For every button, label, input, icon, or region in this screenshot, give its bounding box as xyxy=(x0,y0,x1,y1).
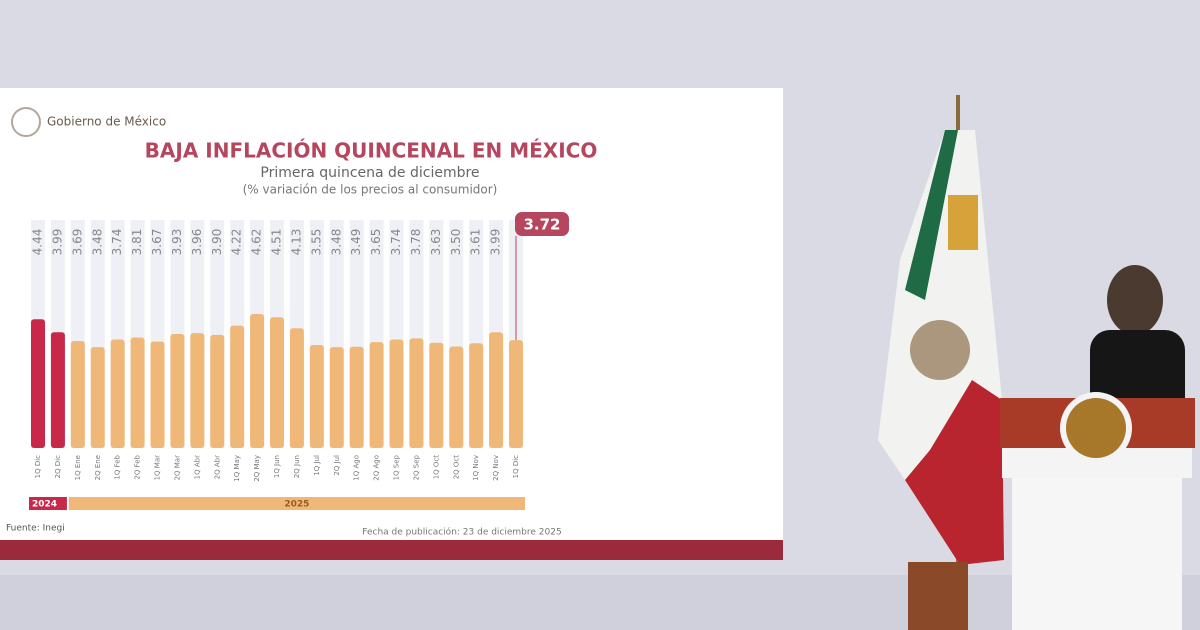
value-label: 3.72 xyxy=(523,216,560,234)
legend-band xyxy=(29,497,67,510)
wall-lower xyxy=(0,575,1200,630)
bar xyxy=(389,339,404,448)
x-tick-label: 1Q Jul xyxy=(313,455,321,476)
value-label: 3.74 xyxy=(389,229,403,256)
bar xyxy=(309,345,324,448)
bar xyxy=(250,314,265,448)
bar xyxy=(50,332,65,448)
plot: 1Q Dic 2Q Dic 1Q Ene 2Q Ene 1Q Feb 2Q Feb 1Q M… xyxy=(29,212,569,510)
bar xyxy=(509,340,523,448)
value-label: 4.22 xyxy=(230,229,244,256)
value-label: 3.63 xyxy=(429,229,443,256)
x-tick-label: 1Q May xyxy=(233,455,241,482)
flag-base xyxy=(908,562,968,630)
chart-subtitle: Primera quincena de diciembre xyxy=(260,165,479,181)
x-tick-label: 1Q Abr xyxy=(193,455,201,479)
flag-green xyxy=(905,130,958,300)
value-label: 4.13 xyxy=(289,229,303,256)
value-label: 3.48 xyxy=(90,229,104,256)
screen-footer-bar xyxy=(0,540,783,560)
value-label: 3.90 xyxy=(210,229,224,256)
value-label: 4.51 xyxy=(270,229,284,256)
bar xyxy=(130,337,145,448)
x-tick-label: 1Q Feb xyxy=(114,454,122,479)
bar xyxy=(270,317,284,448)
x-tick-label: 2Q Mar xyxy=(173,455,181,481)
x-tick-label: 2Q Ene xyxy=(94,455,102,480)
y-label: (% variación de los precios al consumido… xyxy=(243,183,498,197)
x-tick-label: 1Q Ene xyxy=(74,455,82,480)
value-label: 3.65 xyxy=(369,229,383,256)
x-tick-label: 2Q Jul xyxy=(333,455,341,476)
value-label: 3.78 xyxy=(409,229,423,256)
chart-title: BAJA INFLACIÓN QUINCENAL EN MÉXICO xyxy=(145,139,598,163)
x-tick-label: 2Q Oct xyxy=(452,455,460,480)
value-label: 3.69 xyxy=(70,229,84,256)
value-label: 4.62 xyxy=(250,229,264,256)
bar xyxy=(349,346,364,448)
date-note: Fecha de publicación: 23 de diciembre 20… xyxy=(362,527,561,538)
value-label: 3.61 xyxy=(469,229,483,256)
bar xyxy=(409,338,424,448)
x-tick-label: 2Q Ago xyxy=(373,455,381,481)
bar xyxy=(329,347,344,448)
bar xyxy=(429,342,444,448)
x-tick-label: 2Q Dic xyxy=(54,455,62,479)
bar xyxy=(449,346,464,448)
value-label: 3.55 xyxy=(309,229,323,256)
bar xyxy=(210,334,225,448)
bar xyxy=(150,341,165,448)
bar xyxy=(70,340,85,448)
value-label: 3.93 xyxy=(170,229,184,256)
legend-band xyxy=(68,497,525,510)
x-tick-label: 2Q May xyxy=(253,455,261,482)
value-label: 3.74 xyxy=(110,229,124,256)
bar xyxy=(230,325,245,448)
x-tick-label: 1Q Ago xyxy=(353,455,361,481)
x-tick-label: 1Q Dic xyxy=(512,455,520,479)
x-tick-label: 1Q Jun xyxy=(273,455,281,478)
podium-seal xyxy=(1066,398,1126,458)
value-label: 3.99 xyxy=(489,229,503,256)
x-tick-label: 1Q Dic xyxy=(34,455,42,479)
flag-tassel xyxy=(948,195,978,250)
legend-label: 2025 xyxy=(284,500,309,510)
x-tick-label: 1Q Mar xyxy=(154,455,162,481)
bar xyxy=(90,347,105,448)
x-tick-label: 2Q Nov xyxy=(492,455,500,481)
bar xyxy=(489,332,504,448)
flag-emblem xyxy=(910,320,970,380)
value-label: 4.44 xyxy=(31,229,45,256)
legend-label: 2024 xyxy=(32,500,57,510)
x-tick-label: 1Q Nov xyxy=(472,455,480,481)
bar xyxy=(469,343,484,448)
bar xyxy=(369,342,384,448)
source: Fuente: Inegi xyxy=(6,524,65,534)
x-tick-label: 1Q Sep xyxy=(393,454,401,480)
bar xyxy=(289,328,304,448)
value-label: 3.99 xyxy=(50,229,64,256)
bar xyxy=(31,319,45,448)
podium xyxy=(1012,478,1182,630)
x-tick-label: 1Q Oct xyxy=(432,455,440,480)
bar xyxy=(170,334,185,448)
flag-red xyxy=(905,380,1004,565)
logo-seal xyxy=(11,107,41,137)
callout-pill xyxy=(515,212,569,236)
value-label: 3.50 xyxy=(449,229,463,256)
bar xyxy=(190,333,205,448)
value-label: 3.49 xyxy=(349,229,363,256)
value-label: 3.81 xyxy=(130,229,144,256)
bar xyxy=(110,339,125,448)
speaker-head xyxy=(1107,265,1163,335)
x-tick-label: 2Q Jun xyxy=(293,455,301,478)
brand: Gobierno de México xyxy=(47,115,166,129)
value-label: 3.67 xyxy=(150,229,164,256)
value-label: 3.96 xyxy=(190,229,204,256)
x-tick-label: 2Q Feb xyxy=(134,454,142,479)
value-label: 3.48 xyxy=(329,229,343,256)
x-tick-label: 2Q Abr xyxy=(213,455,221,479)
x-tick-label: 2Q Sep xyxy=(412,454,420,480)
